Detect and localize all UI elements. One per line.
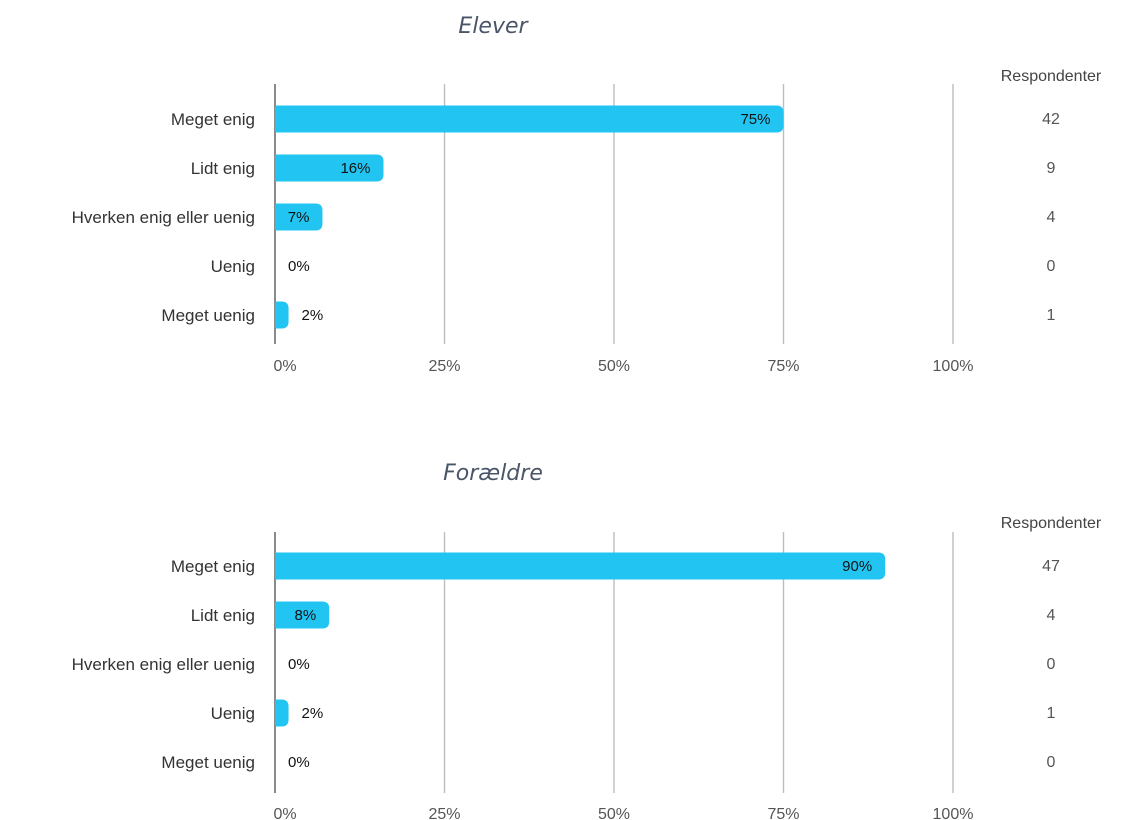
respondent-count: 47: [1042, 558, 1060, 575]
category-label: Lidt enig: [191, 606, 255, 625]
category-label: Hverken enig eller uenig: [72, 208, 255, 227]
respondent-count: 0: [1047, 754, 1056, 771]
value-label: 7%: [288, 209, 310, 226]
bar: [275, 203, 323, 231]
respondent-count: 1: [1047, 705, 1056, 722]
value-label: 0%: [288, 258, 310, 275]
value-label: 0%: [288, 754, 310, 771]
x-tick-label: 100%: [933, 358, 974, 375]
value-label: 0%: [288, 656, 310, 673]
respondent-count: 4: [1047, 209, 1056, 226]
x-tick-label: 25%: [428, 806, 460, 820]
x-tick-label: 25%: [428, 358, 460, 375]
x-tick-label: 50%: [598, 358, 630, 375]
value-label: 75%: [740, 111, 770, 128]
respondents-header: Respondenter: [1001, 515, 1102, 532]
value-label: 8%: [295, 607, 317, 624]
bar: [275, 301, 289, 329]
respondent-count: 0: [1047, 656, 1056, 673]
x-tick-label: 50%: [598, 806, 630, 820]
bar: [275, 601, 330, 629]
chart-title: Forældre: [443, 461, 543, 486]
category-label: Lidt enig: [191, 159, 255, 178]
x-tick-label: 75%: [767, 806, 799, 820]
respondents-header: Respondenter: [1001, 68, 1102, 85]
respondent-count: 0: [1047, 258, 1056, 275]
category-label: Uenig: [211, 257, 255, 276]
value-label: 2%: [302, 705, 324, 722]
x-tick-label: 75%: [767, 358, 799, 375]
category-label: Meget uenig: [161, 753, 255, 772]
value-label: 90%: [842, 558, 872, 575]
category-label: Meget enig: [171, 557, 255, 576]
x-tick-label: 0%: [273, 806, 296, 820]
category-label: Meget enig: [171, 110, 255, 129]
bar: [275, 154, 384, 182]
respondent-count: 42: [1042, 111, 1060, 128]
bar: [275, 699, 289, 727]
category-label: Uenig: [211, 704, 255, 723]
value-label: 16%: [340, 160, 370, 177]
value-label: 2%: [302, 307, 324, 324]
category-label: Hverken enig eller uenig: [72, 655, 255, 674]
respondent-count: 9: [1047, 160, 1056, 177]
chart-title: Elever: [458, 14, 529, 39]
respondent-count: 1: [1047, 307, 1056, 324]
bar: [275, 105, 784, 133]
respondent-count: 4: [1047, 607, 1056, 624]
x-tick-label: 100%: [933, 806, 974, 820]
category-label: Meget uenig: [161, 306, 255, 325]
x-tick-label: 0%: [273, 358, 296, 375]
bar: [275, 552, 886, 580]
